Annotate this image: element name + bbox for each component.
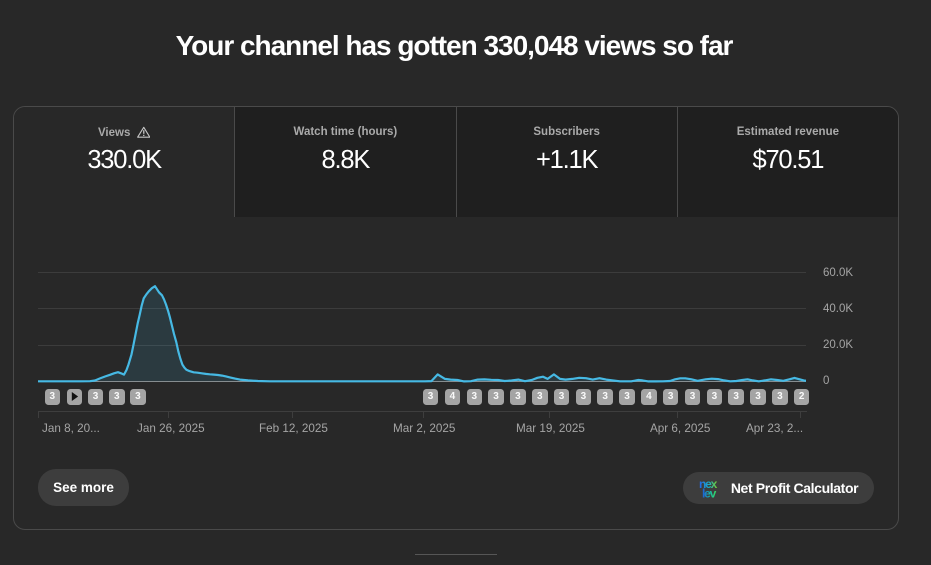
svg-text:lev: lev: [702, 486, 717, 499]
svg-text:nex: nex: [699, 477, 718, 491]
